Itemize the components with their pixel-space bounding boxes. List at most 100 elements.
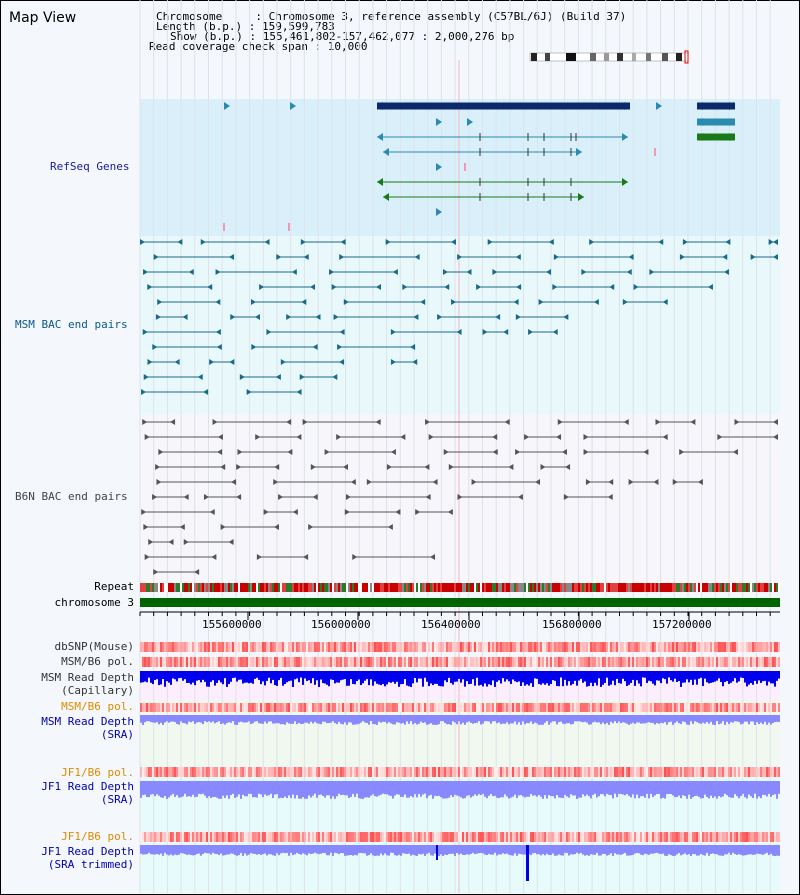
msm-sra-depth xyxy=(772,715,774,723)
jf1-pol2-heat xyxy=(728,832,730,842)
msm-sra-depth xyxy=(154,715,156,723)
msm-pol2-heat xyxy=(322,703,324,712)
msm-sra-depth xyxy=(238,715,240,723)
jf1-pol-heat xyxy=(622,767,624,777)
jf1-pol-heat xyxy=(706,767,708,777)
jf1-pol-heat xyxy=(564,767,566,777)
repeat-segment xyxy=(602,583,604,592)
msm-pol-heat xyxy=(710,657,712,667)
msm-pol-heat xyxy=(240,657,242,667)
msm-cap-depth xyxy=(720,671,722,682)
jf1-trim-depth xyxy=(306,845,308,856)
msm-cap-depth xyxy=(272,671,274,680)
jf1-pol2-heat xyxy=(378,832,380,842)
jf1-trim-depth xyxy=(284,845,286,854)
jf1-trim-depth xyxy=(300,845,302,855)
msm-cap-depth xyxy=(270,671,272,684)
msm-pol2-heat xyxy=(738,703,740,712)
jf1-depth xyxy=(212,781,214,798)
jf1-pol2-heat xyxy=(180,832,182,842)
msm-cap-depth xyxy=(706,671,708,683)
jf1-pol-heat xyxy=(578,767,580,777)
msm-sra-depth xyxy=(310,715,312,722)
msm-pair-end xyxy=(203,389,209,395)
jf1-pol-heat xyxy=(628,767,630,777)
jf1-pol2-heat xyxy=(264,832,266,842)
msm-pol-heat xyxy=(328,657,330,667)
jf1-depth xyxy=(738,781,740,799)
msm-pol2-heat xyxy=(324,703,326,712)
msm-sra-depth xyxy=(298,715,300,723)
msm-pol2-heat xyxy=(450,703,452,712)
msm-cap-depth xyxy=(672,671,674,682)
msm-sra-depth xyxy=(494,715,496,722)
msm-pair-end xyxy=(229,254,235,260)
msm-pol2-heat xyxy=(640,703,642,712)
jf1-pol-heat xyxy=(582,767,584,777)
dbsnp-heat xyxy=(194,642,196,652)
msm-cap-depth xyxy=(192,671,194,683)
msm-pol-heat xyxy=(206,657,208,667)
jf1-pol-heat xyxy=(182,767,184,777)
jf1-pol-heat xyxy=(466,767,468,777)
msm-pair-end xyxy=(343,299,349,305)
msm-sra-depth xyxy=(566,715,568,724)
dbsnp-heat xyxy=(140,642,142,652)
jf1-pol2-heat xyxy=(166,832,168,842)
repeat-segment xyxy=(326,583,328,592)
msm-pol2-heat xyxy=(172,703,174,712)
msm-pol2-heat xyxy=(384,703,386,712)
jf1-depth xyxy=(198,781,200,794)
msm-pol2-heat xyxy=(160,703,162,712)
msm-pol-heat xyxy=(650,657,652,667)
jf1-trim-depth xyxy=(652,845,654,854)
msm-pol-heat xyxy=(462,657,464,667)
msm-cap-depth xyxy=(696,671,698,685)
jf1-pol2-heat xyxy=(370,832,372,842)
msm-pol2-heat xyxy=(412,703,414,712)
dbsnp-heat xyxy=(706,642,708,652)
repeat-segment xyxy=(452,583,454,592)
msm-cap-depth xyxy=(690,671,692,680)
jf1-trim-depth xyxy=(678,845,680,854)
msm-cap-depth xyxy=(340,671,342,681)
dbsnp-heat xyxy=(376,642,378,652)
msm-pol2-heat xyxy=(580,703,582,712)
msm-sra-depth xyxy=(176,715,178,724)
dbsnp-heat xyxy=(636,642,638,652)
msm-sra-depth xyxy=(712,715,714,725)
jf1-depth xyxy=(698,781,700,797)
jf1-pol2-heat xyxy=(560,832,562,842)
jf1-trim-depth xyxy=(776,845,778,856)
b6n-pair-end xyxy=(236,494,242,500)
jf1-trim-depth xyxy=(642,845,644,856)
jf1-pol-heat xyxy=(308,767,310,777)
b6n-pair-end xyxy=(734,419,740,425)
dbsnp-heat xyxy=(422,642,424,652)
repeat-segment xyxy=(520,583,522,592)
jf1-pol2-heat xyxy=(506,832,508,842)
msm-pol2-heat xyxy=(776,703,778,712)
dbsnp-heat xyxy=(318,642,320,652)
dbsnp-heat xyxy=(322,642,324,652)
msm-sra-depth xyxy=(734,715,736,722)
msm-sra-depth xyxy=(624,715,626,723)
msm-cap-depth xyxy=(402,671,404,684)
msm-pol-heat xyxy=(552,657,554,667)
jf1-pol2-heat xyxy=(646,832,648,842)
msm-pol2-heat xyxy=(614,703,616,712)
b6n-pair-end xyxy=(256,554,262,560)
msm-cap-depth xyxy=(214,671,216,686)
repeat-segment xyxy=(588,583,590,592)
repeat-segment xyxy=(708,583,710,592)
jf1-depth xyxy=(322,781,324,796)
jf1-pol-heat xyxy=(516,767,518,777)
jf1-pol2-heat xyxy=(774,832,776,842)
jf1-pol2-heat xyxy=(698,832,700,842)
msm-pol2-heat xyxy=(526,703,528,712)
repeat-segment xyxy=(608,583,610,592)
msm-cap-depth xyxy=(218,671,220,681)
repeat-segment xyxy=(620,583,622,592)
repeat-segment xyxy=(250,583,252,592)
